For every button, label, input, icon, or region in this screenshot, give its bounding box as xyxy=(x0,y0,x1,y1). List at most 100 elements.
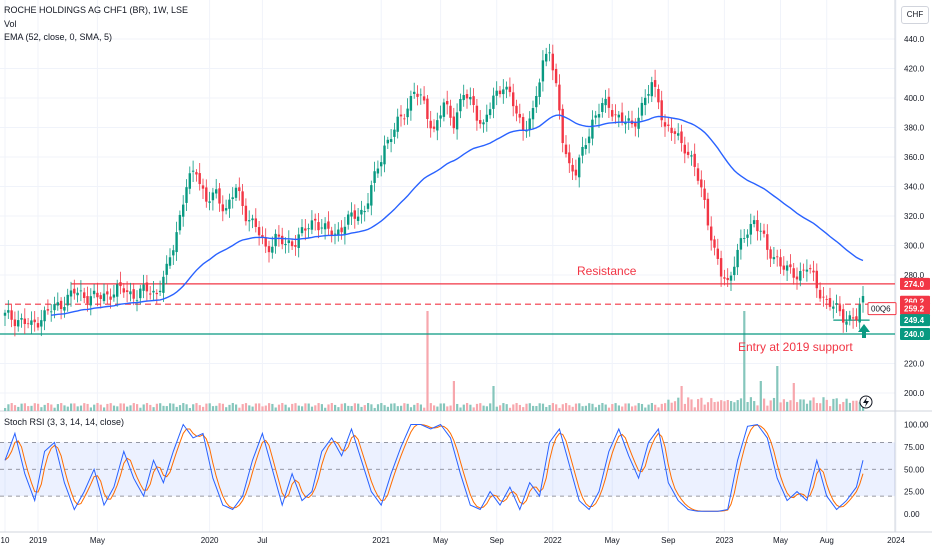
candle-body xyxy=(749,224,752,235)
volume-bar xyxy=(63,405,66,411)
candle xyxy=(584,138,587,155)
price-axis[interactable]: 440.0 420.0 400.0 380.0 360.0 340.0 320.0 300.0… xyxy=(904,35,925,398)
volume-bar xyxy=(136,404,139,411)
candle xyxy=(673,128,677,145)
candle xyxy=(112,285,116,302)
volume-bar xyxy=(736,400,739,411)
candle-body xyxy=(99,295,102,299)
volume-bar xyxy=(383,405,386,411)
volume-bar xyxy=(103,407,106,411)
volume-bar xyxy=(809,400,812,411)
candle-body xyxy=(89,296,92,306)
volume-bar xyxy=(149,404,152,411)
volume-bar xyxy=(532,405,535,411)
volume-bar xyxy=(436,406,439,411)
candle xyxy=(264,228,267,254)
candle-body xyxy=(561,108,564,144)
candle xyxy=(20,313,23,328)
candle-body xyxy=(525,130,528,132)
candle-body xyxy=(716,248,719,259)
candle-body xyxy=(191,170,195,172)
volume-bar xyxy=(96,403,99,411)
price-tick-label: 360.0 xyxy=(904,153,925,162)
candle-body xyxy=(851,317,855,319)
candle xyxy=(495,81,498,106)
volume-bar xyxy=(132,403,135,411)
volume-bar xyxy=(7,404,10,411)
volume-bar xyxy=(776,366,779,411)
candle xyxy=(858,297,861,330)
candle xyxy=(574,159,578,181)
candle-body xyxy=(158,290,162,293)
lightning-icon[interactable] xyxy=(859,395,873,409)
candle xyxy=(294,234,297,256)
candle xyxy=(145,275,149,302)
volume-bar xyxy=(693,407,696,411)
volume-bar xyxy=(584,405,587,411)
candle-body xyxy=(789,264,792,268)
volume-bar xyxy=(799,399,802,411)
candle-body xyxy=(389,139,393,143)
candle-body xyxy=(112,294,116,298)
candle xyxy=(591,110,594,146)
candle-body xyxy=(83,292,86,298)
candle-body xyxy=(822,296,825,298)
candle xyxy=(261,226,264,245)
volume-bar xyxy=(726,399,729,411)
candle xyxy=(703,180,706,209)
candle-body xyxy=(776,256,779,258)
volume-bar xyxy=(578,403,581,411)
candle-body xyxy=(241,191,244,206)
candle-body xyxy=(353,210,356,219)
entry-arrow-icon xyxy=(858,324,870,338)
candle xyxy=(502,79,505,104)
candle-body xyxy=(799,271,802,281)
candle-body xyxy=(53,304,56,311)
candle xyxy=(158,280,162,297)
candle-body xyxy=(475,105,479,121)
volume-bar xyxy=(581,406,584,411)
candle-body xyxy=(406,108,409,118)
candle xyxy=(455,103,459,140)
time-axis[interactable]: 10 2019 May 2020 Jul 2021 May Sep 2022 May Sep 2023… xyxy=(0,531,932,545)
volume-bar xyxy=(492,386,495,411)
volume-bar xyxy=(185,404,188,411)
candle xyxy=(330,226,333,243)
volume-bar xyxy=(558,407,561,411)
volume-bar xyxy=(106,403,109,411)
candle-body xyxy=(627,118,630,121)
volume-bar xyxy=(495,406,498,411)
countdown-badge-text: 00Q6 xyxy=(871,305,891,314)
volume-bar xyxy=(654,404,657,411)
volume-bar xyxy=(251,406,254,411)
volume-bar xyxy=(499,405,502,411)
candle xyxy=(640,96,644,121)
candlesticks[interactable] xyxy=(3,43,865,337)
candle xyxy=(360,200,363,224)
volume-bar xyxy=(152,407,155,411)
candle xyxy=(512,83,515,117)
candle-body xyxy=(670,127,673,134)
volume-bar xyxy=(621,406,624,411)
stoch-rsi-pane xyxy=(0,423,895,512)
candle-body xyxy=(558,84,561,111)
candle-body xyxy=(634,121,637,127)
stoch-axis[interactable]: 100.00 75.00 50.00 25.00 0.00 xyxy=(904,421,929,520)
candle xyxy=(551,44,554,81)
candle-body xyxy=(175,232,178,253)
candle-body xyxy=(142,284,145,291)
volume-bar xyxy=(469,404,472,411)
candle-body xyxy=(835,303,838,305)
candle xyxy=(380,155,383,177)
volume-bar xyxy=(142,404,145,411)
volume-bar xyxy=(508,407,512,411)
stoch-tick-label: 0.00 xyxy=(904,510,920,519)
candle xyxy=(238,177,241,201)
candle-body xyxy=(79,290,83,292)
candle xyxy=(485,104,488,132)
candle xyxy=(191,160,195,182)
candle-body xyxy=(376,168,380,174)
volume-bar xyxy=(70,403,73,411)
currency-button[interactable]: CHF xyxy=(901,6,929,24)
